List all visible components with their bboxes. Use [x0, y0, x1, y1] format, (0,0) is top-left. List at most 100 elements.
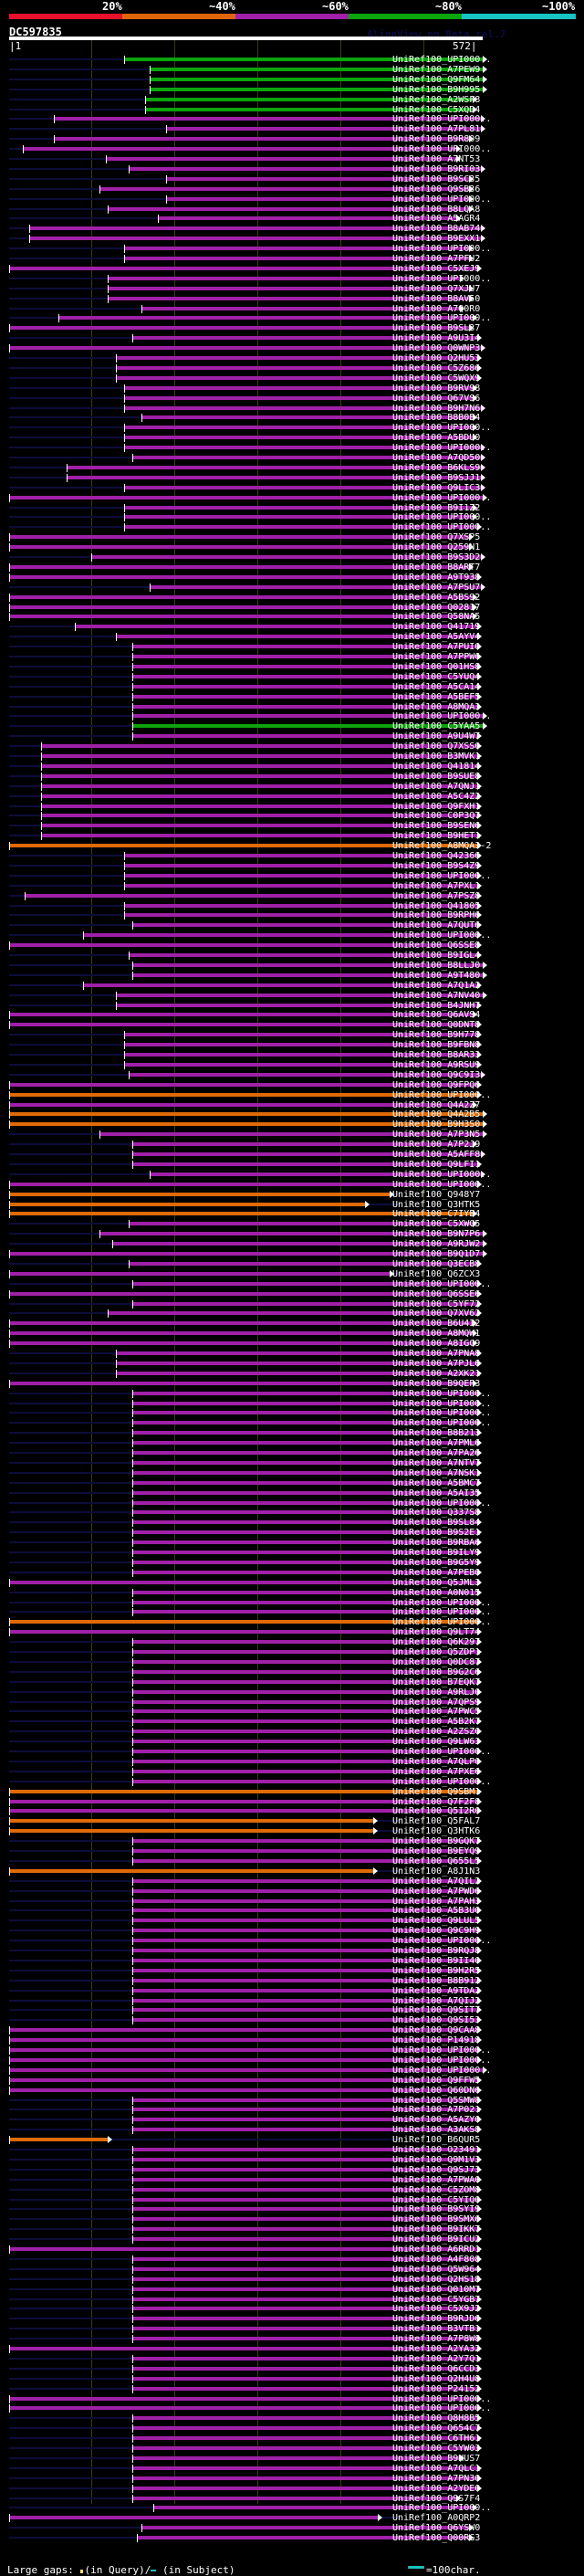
- hit-row[interactable]: UniRef100_UPI000..: [0, 2066, 584, 2076]
- hit-row[interactable]: UniRef100_A7PXL1: [0, 881, 584, 891]
- hit-label[interactable]: UniRef100_UPI000..: [392, 443, 492, 454]
- hit-row[interactable]: UniRef100_Q3HTK6: [0, 1826, 584, 1836]
- hit-row[interactable]: UniRef100_Q259N1: [0, 542, 584, 552]
- hit-row[interactable]: UniRef100_A5AFF8: [0, 1150, 584, 1160]
- hit-row[interactable]: UniRef100_Q654C7: [0, 2424, 584, 2434]
- hit-label[interactable]: UniRef100_O23491: [392, 2145, 481, 2155]
- hit-row[interactable]: UniRef100_C5ZOM8: [0, 2185, 584, 2195]
- hit-label[interactable]: UniRef100_Q42366: [392, 851, 481, 861]
- hit-label[interactable]: UniRef100_UPI000..: [392, 1089, 492, 1100]
- hit-row[interactable]: UniRef100_Q7XV62: [0, 1309, 584, 1319]
- hit-row[interactable]: UniRef100_Q3ECB8: [0, 1259, 584, 1269]
- hit-row[interactable]: UniRef100_A7PSZ8: [0, 891, 584, 901]
- hit-row[interactable]: UniRef100_A8MQA3: [0, 702, 584, 712]
- hit-row[interactable]: UniRef100_C5YAA5: [0, 721, 584, 731]
- hit-row[interactable]: UniRef100_Q5I2R0: [0, 1806, 584, 1816]
- hit-label[interactable]: UniRef100_B9G5Y9: [392, 1557, 481, 1568]
- hit-row[interactable]: UniRef100_Q2HU53: [0, 353, 584, 363]
- hit-row[interactable]: UniRef100_A9RJW2: [0, 1239, 584, 1249]
- hit-row[interactable]: UniRef100_A7P8W8: [0, 2334, 584, 2344]
- hit-row[interactable]: UniRef100_B9HUS7: [0, 2454, 584, 2464]
- hit-label[interactable]: UniRef100_C5XQD4: [392, 104, 481, 115]
- hit-row[interactable]: UniRef100_A8MQW1: [0, 1329, 584, 1339]
- hit-label[interactable]: UniRef100_A7NT53: [392, 154, 481, 164]
- hit-row[interactable]: UniRef100_UPI000..: [0, 1777, 584, 1787]
- hit-label[interactable]: UniRef100_Q4A2Z7: [392, 1099, 481, 1110]
- hit-row[interactable]: UniRef100_B9IKK7: [0, 2224, 584, 2234]
- hit-label[interactable]: UniRef100_A8MQA3: [392, 701, 481, 712]
- hit-label[interactable]: UniRef100_Q9FPQ6: [392, 1079, 481, 1090]
- hit-row[interactable]: UniRef100_B9H995: [0, 85, 584, 95]
- hit-row[interactable]: UniRef100_A0QRP2: [0, 2513, 584, 2523]
- hit-row[interactable]: UniRef100_Q8H8B5: [0, 2413, 584, 2424]
- hit-label[interactable]: UniRef100_B9EXX1: [392, 234, 481, 245]
- hit-label[interactable]: UniRef100_B9ICU2: [392, 2234, 481, 2245]
- hit-label[interactable]: UniRef100_B4JNH7: [392, 1000, 481, 1011]
- hit-label[interactable]: UniRef100_UPI000..: [392, 55, 492, 65]
- hit-label[interactable]: UniRef100_Q9C9I3: [392, 1069, 481, 1080]
- hit-label[interactable]: UniRef100_Q5W964: [392, 2264, 481, 2275]
- hit-label[interactable]: UniRef100_B9IGL4: [392, 951, 481, 961]
- hit-label[interactable]: UniRef100_C5YIQ0: [392, 2194, 481, 2205]
- hit-label[interactable]: UniRef100_Q9FXH1: [392, 801, 481, 812]
- hit-label[interactable]: UniRef100_Q2H4U8: [392, 2373, 481, 2384]
- hit-label[interactable]: UniRef100_Q6ZCX3: [392, 1268, 481, 1279]
- hit-label[interactable]: UniRef100_A7PXL1: [392, 880, 481, 891]
- hit-row[interactable]: UniRef100_A5B3U0: [0, 1906, 584, 1916]
- hit-row[interactable]: UniRef100_A7PWA0: [0, 2175, 584, 2185]
- hit-label[interactable]: UniRef100_Q9S7F4: [392, 2493, 481, 2504]
- hit-row[interactable]: UniRef100_Q9SB36: [0, 184, 584, 195]
- hit-row[interactable]: UniRef100_A7PPW6: [0, 652, 584, 662]
- hit-row[interactable]: UniRef100_Q01HS8: [0, 662, 584, 672]
- hit-label[interactable]: UniRef100_A5BDU0: [392, 433, 481, 444]
- hit-row[interactable]: UniRef100_A7PSU7: [0, 583, 584, 593]
- hit-label[interactable]: UniRef100_A5AZY0: [392, 2115, 481, 2126]
- hit-label[interactable]: UniRef100_A7QLC1: [392, 2463, 481, 2474]
- hit-row[interactable]: UniRef100_B9SL84: [0, 1518, 584, 1528]
- hit-label[interactable]: UniRef100_A3AKS8: [392, 2125, 481, 2136]
- hit-label[interactable]: UniRef100_B9Q1D7: [392, 1249, 481, 1259]
- hit-row[interactable]: UniRef100_A5BDU0: [0, 433, 584, 443]
- hit-row[interactable]: UniRef100_A9U3I4: [0, 333, 584, 343]
- hit-row[interactable]: UniRef100_C5YIQ0: [0, 2195, 584, 2205]
- hit-row[interactable]: UniRef100_UPI000..: [0, 1607, 584, 1617]
- hit-row[interactable]: UniRef100_Q7XJU7: [0, 284, 584, 294]
- hit-row[interactable]: UniRef100_Q9LT74: [0, 1627, 584, 1637]
- hit-label[interactable]: UniRef100_B9SJJ1: [392, 472, 481, 483]
- hit-label[interactable]: UniRef100_A5BS92: [392, 592, 481, 603]
- hit-label[interactable]: UniRef100_C5X9J2: [392, 2304, 481, 2315]
- hit-row[interactable]: UniRef100_B9N7P6: [0, 1229, 584, 1239]
- hit-label[interactable]: UniRef100_A7NV40: [392, 990, 481, 1001]
- hit-label[interactable]: UniRef100_Q9SJ73: [392, 2164, 481, 2175]
- hit-row[interactable]: UniRef100_B8B213: [0, 1428, 584, 1438]
- hit-row[interactable]: UniRef100_Q9LW63: [0, 1737, 584, 1747]
- hit-row[interactable]: UniRef100_B9S4Z9: [0, 861, 584, 871]
- hit-label[interactable]: UniRef100_A2ZSZ0: [392, 1727, 481, 1738]
- hit-label[interactable]: UniRef100_B9H3S0: [392, 1120, 481, 1130]
- hit-row[interactable]: UniRef100_Q9FPQ6: [0, 1080, 584, 1090]
- hit-label[interactable]: UniRef100_B9G2C6: [392, 1667, 481, 1677]
- hit-row[interactable]: UniRef100_B9EXX1: [0, 234, 584, 244]
- hit-label[interactable]: UniRef100_Q6SSE8: [392, 941, 481, 952]
- hit-label[interactable]: UniRef100_B8AB74: [392, 224, 481, 235]
- hit-row[interactable]: UniRef100_A7P2J9: [0, 1140, 584, 1150]
- hit-row[interactable]: UniRef100_A2YDE0: [0, 2484, 584, 2494]
- hit-label[interactable]: UniRef100_Q9SIT7: [392, 2005, 481, 2016]
- hit-label[interactable]: UniRef100_A7NSK1: [392, 1467, 481, 1478]
- hit-row[interactable]: UniRef100_Q5W964: [0, 2265, 584, 2275]
- hit-row[interactable]: UniRef100_A7P3N5: [0, 1130, 584, 1140]
- hit-label[interactable]: UniRef100_UPI000..: [392, 711, 492, 722]
- hit-row[interactable]: UniRef100_B6KLS9: [0, 463, 584, 473]
- hit-row[interactable]: UniRef100_A5BS92: [0, 593, 584, 603]
- hit-label[interactable]: UniRef100_B9ILY9: [392, 1548, 481, 1558]
- hit-label[interactable]: UniRef100_Q7XSP5: [392, 532, 481, 543]
- hit-label[interactable]: UniRef100_A7PJL6: [392, 1358, 481, 1369]
- hit-row[interactable]: UniRef100_UPI000..: [0, 493, 584, 503]
- hit-label[interactable]: UniRef100_B9SL37: [392, 323, 481, 334]
- hit-row[interactable]: UniRef100_Q5SMW8: [0, 2096, 584, 2106]
- hit-row[interactable]: UniRef100_Q7XSP5: [0, 532, 584, 542]
- hit-label[interactable]: UniRef100_C5YW03: [392, 2444, 481, 2454]
- hit-row[interactable]: UniRef100_A8J1N3: [0, 1866, 584, 1877]
- hit-row[interactable]: UniRef100_B9SMX6: [0, 2214, 584, 2224]
- hit-row[interactable]: UniRef100_A7PA26: [0, 1448, 584, 1458]
